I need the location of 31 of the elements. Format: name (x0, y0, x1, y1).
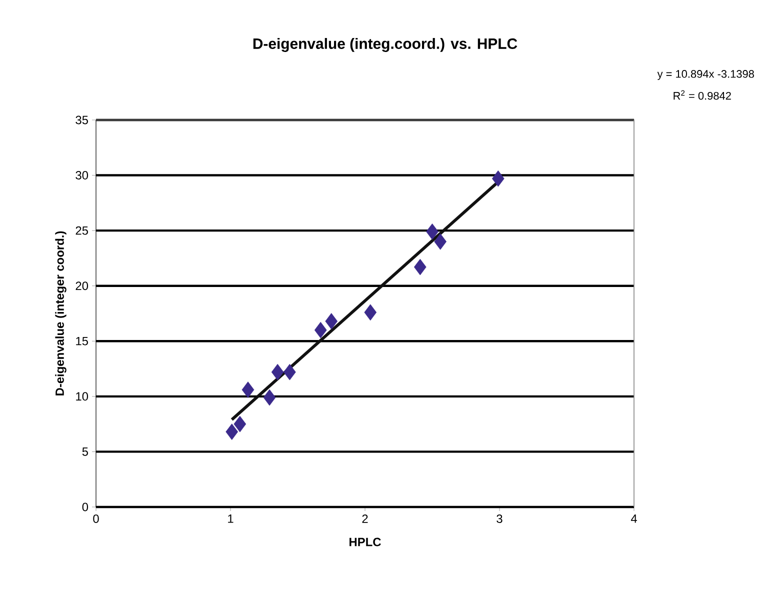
text: R$^{2}$ = 0.9842 (674, 90, 731, 100)
y-tick-label: 10 (76, 392, 88, 401)
x-tick-label: 0 (93, 514, 99, 523)
point (234, 416, 246, 432)
x-tick-label: 4 (630, 514, 637, 523)
point (226, 424, 238, 440)
x-tick-label: 1 (228, 514, 234, 523)
x-tick-label: 2 (362, 514, 368, 523)
point (284, 364, 296, 380)
y-tick-label: 15 (76, 336, 88, 346)
point (242, 382, 254, 398)
point (325, 313, 338, 330)
y-tick-label: 0 (82, 502, 88, 512)
y-axis-title: D-eigenvalue (integer coord.) (55, 231, 66, 396)
chart-title: D-eigenvalue (integ.coord.) vs. HPLC (253, 38, 518, 52)
y-tick-label: 30 (76, 171, 88, 180)
point (314, 322, 327, 338)
y-tick-label: 35 (76, 116, 88, 124)
point (263, 389, 276, 406)
point (364, 304, 377, 321)
point (414, 258, 426, 276)
text: y = 10.894x -3.1398 (657, 70, 754, 80)
x-tick-label: 3 (496, 514, 502, 523)
y-tick-label: 5 (82, 448, 88, 456)
x-axis-title: HPLC (350, 538, 381, 546)
y-tick-label: 25 (76, 226, 88, 235)
point (271, 364, 284, 380)
point (492, 170, 504, 187)
y-tick-label: 20 (76, 282, 88, 290)
point (434, 233, 447, 250)
point (426, 223, 438, 240)
